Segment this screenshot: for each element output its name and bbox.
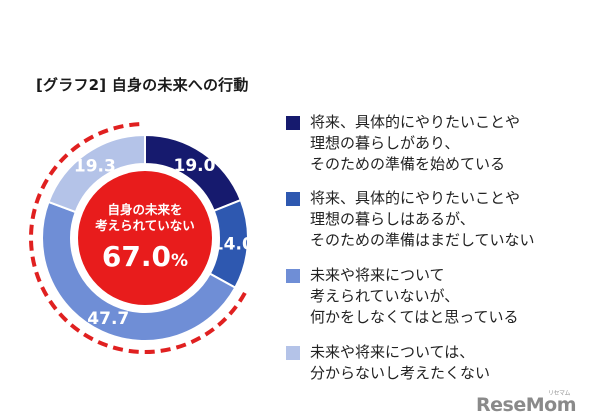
legend-label: 将来、具体的にやりたいことや 理想の暮らしはあるが、 そのための準備はまだしてい… [310, 189, 535, 249]
legend-swatch [286, 269, 300, 283]
watermark-kana: リセマム [547, 390, 571, 397]
donut-slice-4 [47, 133, 146, 214]
legend-label: 未来や将来について 考えられていないが、 何かをしなくてはと思っている [310, 266, 519, 326]
slice-value-label-4: 19.3 [74, 157, 116, 177]
center-label-line-2: 考えられていない [95, 218, 195, 233]
center-value: 67.0% [102, 240, 188, 273]
donut-slice-3 [41, 200, 237, 342]
legend-swatch [286, 192, 300, 206]
chart-title: [グラフ2] 自身の未来への行動 [36, 76, 249, 94]
watermark-text: ReseMom [476, 394, 576, 416]
highlight-dashed-arc [29, 122, 247, 354]
legend-label: 将来、具体的にやりたいことや 理想の暮らしがあり、 そのための準備を始めている [310, 113, 521, 173]
resemom-logo: リセマム ReseMom [476, 390, 576, 416]
legend-swatch [286, 346, 300, 360]
slice-value-label-2: 14.0 [212, 235, 254, 255]
slice-value-label-1: 19.0 [173, 156, 215, 176]
slice-value-label-3: 47.7 [87, 309, 129, 329]
center-circle [78, 171, 212, 305]
legend-label: 未来や将来については、 分からないし考えたくない [310, 343, 491, 382]
legend-swatch [286, 116, 300, 130]
center-label-line-1: 自身の未来を [107, 202, 182, 217]
